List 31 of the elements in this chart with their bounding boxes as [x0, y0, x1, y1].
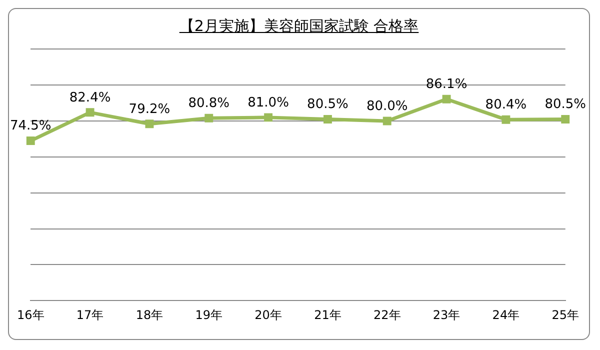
point: [264, 113, 273, 122]
x-tick-label: 21年: [314, 308, 342, 322]
point: [86, 108, 94, 117]
point: [442, 94, 451, 104]
data-label: 80.4%: [485, 97, 527, 112]
x-tick-label: 16年: [16, 308, 44, 322]
point: [561, 115, 570, 124]
data-label: 86.1%: [426, 76, 468, 92]
x-tick-label: 24年: [492, 308, 520, 322]
point: [502, 115, 510, 124]
x-tick-label: 17年: [76, 308, 104, 322]
x-tick-label: 18年: [136, 308, 164, 322]
data-label: 80.0%: [366, 98, 408, 114]
point: [26, 136, 35, 146]
point: [204, 114, 214, 122]
point: [323, 115, 332, 124]
data-label: 79.2%: [128, 102, 170, 117]
chart-title: 【2月実施】美容師国家試験 合格率: [179, 17, 419, 35]
x-tick-label: 19年: [195, 308, 223, 322]
data-label: 74.5%: [10, 118, 52, 134]
data-label: 80.5%: [307, 97, 348, 112]
data-label: 80.5%: [544, 97, 586, 112]
x-tick-label: 22年: [373, 308, 401, 322]
x-tick-label: 23年: [432, 308, 460, 322]
data-label: 81.0%: [248, 95, 289, 110]
data-label: 82.4%: [69, 90, 111, 106]
point: [382, 116, 392, 126]
data-label: 80.8%: [188, 96, 230, 112]
point: [145, 120, 154, 128]
x-tick-label: 20年: [254, 308, 282, 322]
x-tick-label: 25年: [552, 308, 580, 322]
